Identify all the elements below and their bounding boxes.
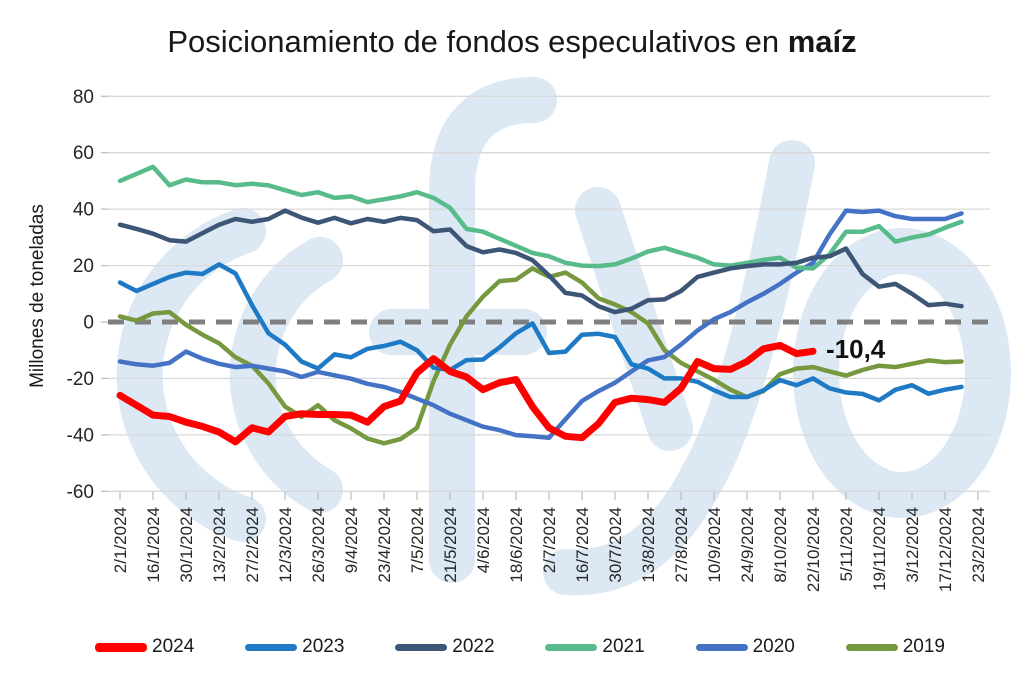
- legend-swatch-2019: [845, 643, 898, 651]
- x-tick-label: 8/10/2024: [771, 507, 790, 583]
- x-tick-label: 2/1/2024: [111, 507, 130, 573]
- chart-title-bold: maíz: [787, 24, 857, 59]
- legend-label-2024: 2024: [152, 636, 195, 657]
- x-tick-label: 30/1/2024: [177, 507, 196, 583]
- x-tick-label: 26/3/2024: [309, 507, 328, 583]
- x-tick-label: 19/11/2024: [870, 507, 889, 591]
- legend-label-2019: 2019: [902, 636, 945, 657]
- x-tick-label: 12/3/2024: [276, 507, 295, 583]
- y-tick-label: -40: [67, 425, 94, 446]
- series-line-2023: [117, 262, 964, 403]
- legend-label-2022: 2022: [452, 636, 495, 657]
- x-tick-label: 22/10/2024: [804, 507, 823, 592]
- y-axis-title: Millones de toneladas: [27, 204, 48, 388]
- x-tick-label: 23/4/2024: [375, 507, 394, 583]
- watermark-fyo-logo: [543, 140, 815, 596]
- x-tick-label: 30/7/2024: [606, 507, 625, 583]
- y-tick-label: -60: [67, 482, 94, 503]
- watermark-fyo-logo: [575, 187, 693, 451]
- legend-label-2023: 2023: [302, 636, 345, 657]
- x-tick-label: 16/1/2024: [144, 507, 163, 583]
- x-tick-label: 2/7/2024: [540, 507, 559, 573]
- legend-swatch-2020: [695, 643, 748, 651]
- legend-swatch-2023: [245, 643, 298, 651]
- watermark-fyo-logo: [429, 77, 557, 583]
- x-tick-label: 4/6/2024: [474, 507, 493, 573]
- series-line-2020: [117, 208, 964, 440]
- watermark-fyo-logo: [793, 228, 1011, 518]
- x-tick-label: 3/12/2024: [903, 507, 922, 583]
- chart-title-regular: Posicionamiento de fondos especulativos …: [167, 24, 788, 59]
- legend-label-2020: 2020: [752, 636, 795, 657]
- legend-swatch-2022: [395, 643, 448, 651]
- x-tick-label: 27/8/2024: [672, 507, 691, 583]
- x-tick-label: 13/2/2024: [210, 507, 229, 583]
- x-tick-label: 27/2/2024: [243, 507, 262, 583]
- x-tick-label: 23/2/2024: [969, 507, 988, 583]
- legend-item-2020: 2020: [695, 636, 795, 658]
- x-tick-label: 18/6/2024: [507, 507, 526, 583]
- chart-legend: 2024 2023 2022 2021 2020 2019: [95, 636, 945, 658]
- x-tick-label: 5/11/2024: [837, 507, 856, 581]
- x-tick-label: 24/9/2024: [738, 507, 757, 583]
- legend-item-2024: 2024: [95, 636, 194, 658]
- x-tick-label: 16/7/2024: [573, 507, 592, 583]
- x-tick-label: 13/8/2024: [639, 507, 658, 583]
- chart-title: Posicionamiento de fondos especulativos …: [0, 24, 1024, 60]
- legend-swatch-2021: [545, 643, 598, 651]
- y-tick-label: 40: [73, 200, 94, 221]
- y-tick-label: 0: [83, 313, 94, 334]
- legend-swatch-2024: [95, 642, 147, 652]
- series-line-2024: [116, 341, 817, 446]
- series-line-2019: [117, 266, 964, 446]
- last-value-annotation: -10,4: [826, 334, 886, 364]
- legend-item-2022: 2022: [395, 636, 495, 658]
- legend-item-2021: 2021: [545, 636, 645, 658]
- x-tick-label: 10/9/2024: [705, 507, 724, 583]
- series-line-2022: [117, 208, 964, 315]
- y-tick-label: 20: [73, 256, 94, 277]
- y-tick-label: 80: [73, 87, 94, 108]
- series-line-2021: [117, 164, 964, 271]
- x-tick-label: 21/5/2024: [441, 507, 460, 583]
- y-tick-label: -20: [67, 369, 94, 390]
- watermark-fyo-logo: [229, 237, 343, 513]
- x-tick-label: 9/4/2024: [342, 507, 361, 573]
- legend-item-2023: 2023: [245, 636, 344, 658]
- legend-label-2021: 2021: [602, 636, 645, 657]
- x-tick-label: 17/12/2024: [936, 507, 955, 592]
- x-tick-label: 7/5/2024: [408, 507, 427, 573]
- legend-item-2019: 2019: [845, 636, 945, 658]
- y-tick-label: 60: [73, 143, 94, 164]
